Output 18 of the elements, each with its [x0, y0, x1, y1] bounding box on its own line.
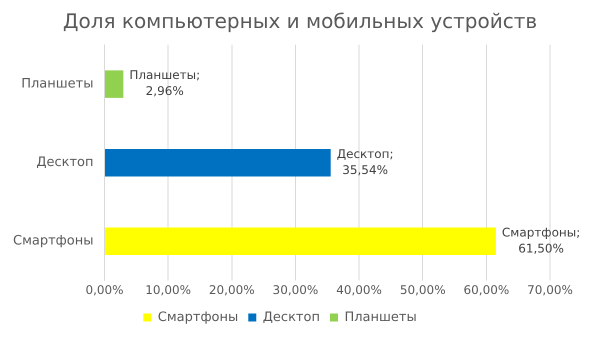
legend-label: Смартфоны: [158, 310, 238, 325]
x-tick-label: 40,00%: [336, 282, 382, 297]
chart-title: Доля компьютерных и мобильных устройств: [62, 8, 538, 34]
legend-label: Десктоп: [262, 310, 320, 325]
x-tick-label: 60,00%: [463, 282, 510, 297]
data-label: Планшеты; 2,96%: [129, 68, 200, 98]
x-tick-label: 10,00%: [145, 282, 192, 297]
x-tick-label: 30,00%: [272, 282, 318, 297]
y-tick-label: Десктоп: [36, 155, 94, 170]
x-tick-label: 70,00%: [527, 282, 573, 297]
legend-label: Планшеты: [344, 310, 417, 325]
x-tick-label: 50,00%: [400, 282, 446, 297]
y-tick-label: Планшеты: [21, 76, 94, 92]
x-tick-label: 20,00%: [208, 282, 255, 297]
data-label: Смартфоны; 61,50%: [502, 225, 580, 256]
data-label: Десктоп; 35,54%: [336, 146, 394, 177]
x-tick-label: 0,00%: [85, 282, 124, 297]
y-tick-label: Смартфоны: [12, 234, 94, 249]
